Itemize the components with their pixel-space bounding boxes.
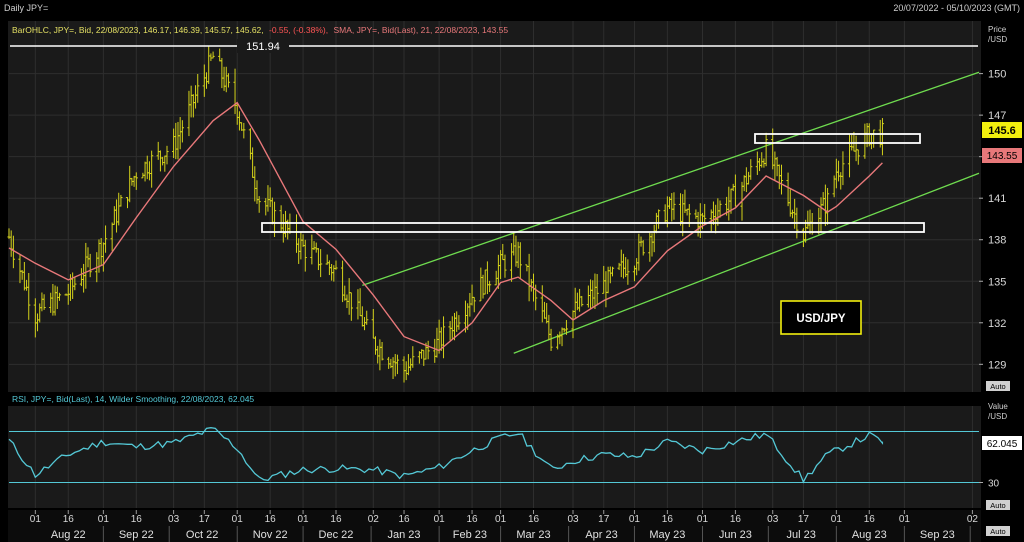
high-label-bg — [237, 39, 289, 53]
price-tick-label: 135 — [988, 276, 1006, 288]
x-day-label: 01 — [831, 514, 843, 525]
x-auto-button[interactable] — [986, 526, 1010, 536]
x-axis: 01 16 01 16 03 17 01 16 01 16 02 16 01 16 01 16 03 17 01 16… — [8, 510, 981, 542]
x-day-label: 16 — [398, 514, 410, 525]
x-day-label: 02 — [967, 514, 979, 525]
x-day-label: 17 — [199, 514, 211, 525]
window-title: Daily JPY= — [4, 3, 48, 13]
x-day-label: 01 — [629, 514, 641, 525]
x-month-label: Oct 22 — [186, 529, 218, 541]
x-month-label: Jan 23 — [388, 529, 421, 541]
x-day-label: 16 — [466, 514, 478, 525]
last-price-label: 145.6 — [988, 125, 1016, 137]
price-panel — [8, 21, 981, 392]
legend-ohlc: BarOHLC, JPY=, Bid, 22/08/2023, 146.17, … — [12, 25, 264, 35]
sma-value-label: 143.55 — [987, 151, 1018, 162]
x-month-label: Sep 22 — [119, 529, 154, 541]
x-day-label: 02 — [368, 514, 380, 525]
price-tick-label: 147 — [988, 110, 1006, 122]
sma-line — [8, 101, 883, 352]
x-month-label: Nov 22 — [253, 529, 288, 541]
x-month-label: Dec 22 — [319, 529, 354, 541]
rsi-auto-button[interactable] — [986, 500, 1010, 510]
x-day-label: 01 — [298, 514, 310, 525]
x-day-label: 01 — [899, 514, 911, 525]
rsi-axis-title: Value — [988, 402, 1008, 411]
sma-label-bg — [982, 148, 1022, 163]
last-price-tag: 145.6 — [982, 122, 1022, 138]
x-month-label: May 23 — [649, 529, 685, 541]
x-day-label: 03 — [567, 514, 579, 525]
x-day-label: 16 — [528, 514, 540, 525]
x-day-label: 16 — [330, 514, 342, 525]
annotation-box: USD/JPY — [780, 300, 862, 335]
ohlc-bars — [7, 45, 885, 383]
price-tick-label: 138 — [988, 235, 1006, 247]
x-month-label: Mar 23 — [516, 529, 550, 541]
x-day-label: 03 — [168, 514, 180, 525]
support-box — [261, 222, 925, 233]
rsi-auto-label: Auto — [990, 501, 1005, 510]
price-tick-label: 129 — [988, 359, 1006, 371]
high-label: 151.94 — [246, 41, 280, 53]
price-legend: BarOHLC, JPY=, Bid, 22/08/2023, 146.17, … — [12, 25, 508, 35]
rsi-line — [8, 427, 884, 484]
price-axis-title: Price — [988, 25, 1007, 34]
price-tick-label: 132 — [988, 318, 1006, 330]
x-month-label: Jun 23 — [719, 529, 752, 541]
channel-upper — [362, 71, 980, 287]
x-day-label: 16 — [131, 514, 143, 525]
x-month-label: Aug 23 — [852, 529, 887, 541]
rsi-value-bg — [982, 436, 1022, 450]
rsi-bands — [9, 431, 979, 483]
x-month-label: Jul 23 — [787, 529, 816, 541]
price-tick-label: 150 — [988, 69, 1006, 81]
x-day-label: 17 — [598, 514, 610, 525]
rsi-legend: RSI, JPY=, Bid(Last), 14, Wilder Smoothi… — [12, 394, 254, 404]
rsi-tick-label: 30 — [988, 479, 1000, 490]
x-day-label: 16 — [864, 514, 876, 525]
x-axis-background — [8, 510, 981, 542]
rsi-axis-unit: /USD — [988, 412, 1007, 421]
rsi-value-label: 62.045 — [987, 439, 1018, 450]
x-month-label: Sep 23 — [920, 529, 955, 541]
x-day-label: 17 — [798, 514, 810, 525]
x-day-label: 01 — [434, 514, 446, 525]
support-resistance-boxes: 151.94 — [10, 39, 978, 233]
price-auto-button[interactable] — [986, 381, 1010, 391]
trend-channel — [362, 71, 980, 354]
x-day-label: 01 — [30, 514, 42, 525]
x-auto-label: Auto — [990, 527, 1005, 536]
x-month-label: Apr 23 — [585, 529, 617, 541]
date-range: 20/07/2022 - 05/10/2023 (GMT) — [893, 3, 1020, 13]
x-day-label: 01 — [495, 514, 507, 525]
x-day-label: 01 — [697, 514, 709, 525]
price-tick-label: 141 — [988, 193, 1006, 205]
resistance-box — [754, 133, 921, 144]
x-day-label: 16 — [265, 514, 277, 525]
rsi-value-tag: 62.045 — [982, 436, 1022, 450]
price-axis-unit: /USD — [988, 35, 1007, 44]
x-month-label: Aug 22 — [51, 529, 86, 541]
rsi-panel — [8, 406, 981, 508]
last-price-bg — [982, 122, 1022, 138]
x-day-label: 16 — [730, 514, 742, 525]
sma-tag: 143.55 — [982, 148, 1022, 163]
x-day-label: 16 — [662, 514, 674, 525]
annotation-label: USD/JPY — [796, 313, 846, 325]
x-day-label: 16 — [63, 514, 75, 525]
x-day-label: 03 — [767, 514, 779, 525]
x-day-label: 01 — [98, 514, 110, 525]
channel-lower — [513, 172, 980, 354]
price-auto-label: Auto — [990, 382, 1005, 391]
x-day-label: 01 — [232, 514, 244, 525]
annotation-frame — [780, 300, 862, 335]
x-month-label: Feb 23 — [453, 529, 487, 541]
legend-change: -0.55, (-0.38%), — [269, 25, 328, 35]
grid — [9, 21, 979, 508]
legend-sma: SMA, JPY=, Bid(Last), 21, 22/08/2023, 14… — [333, 25, 508, 35]
rsi-axis: 30 — [979, 479, 1000, 490]
